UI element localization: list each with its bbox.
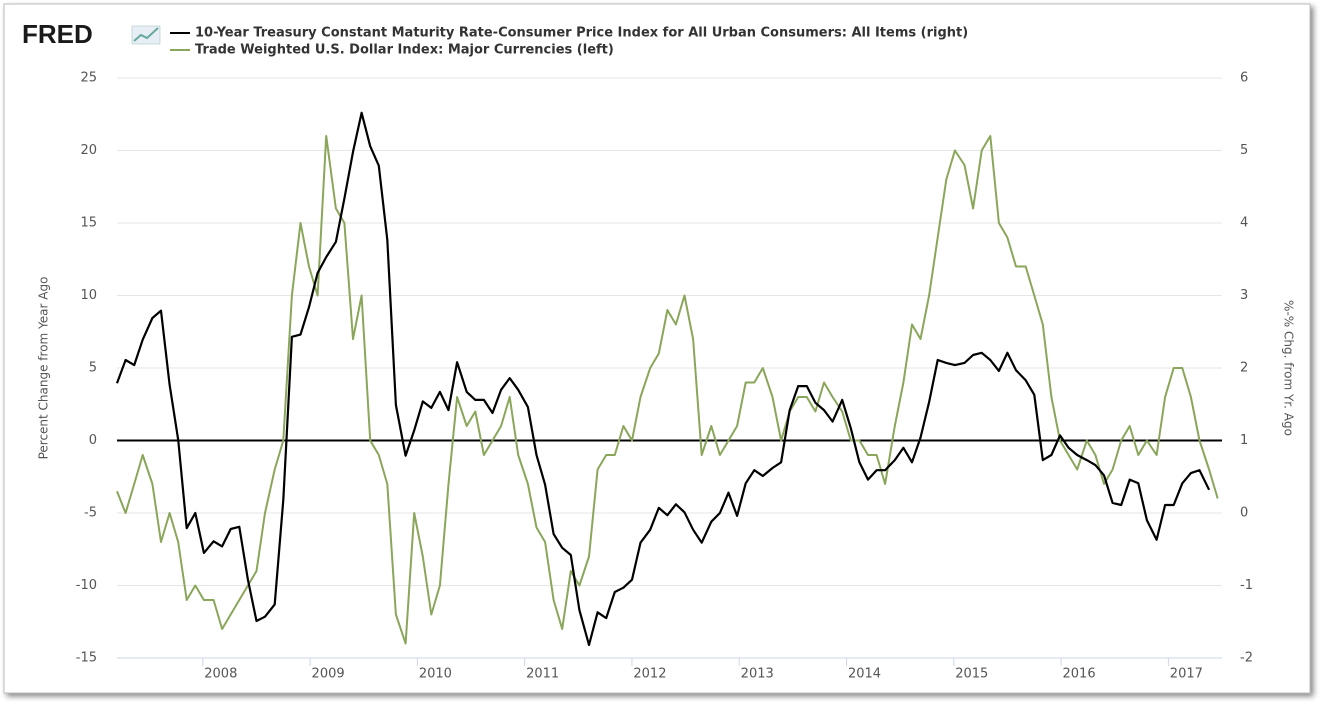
x-tick-label: 2011	[526, 667, 559, 682]
series-line	[115, 111, 1211, 647]
series-line	[116, 135, 1219, 645]
logo: FRED	[22, 19, 93, 49]
y-tick-label: -5	[84, 506, 97, 521]
x-tick-label: 2012	[633, 667, 666, 682]
y-tick-label: 10	[80, 288, 97, 303]
y2-tick-label: 0	[1240, 506, 1248, 521]
y2-axis-label: %-% Chg. from Yr. Ago	[1282, 300, 1296, 436]
x-tick-label: 2008	[204, 667, 237, 682]
y-tick-label: 5	[89, 361, 97, 376]
legend-label: 10-Year Treasury Constant Maturity Rate-…	[195, 26, 968, 41]
y2-tick-label: 2	[1240, 361, 1248, 376]
y-tick-label: -10	[76, 578, 97, 593]
y-tick-label: 15	[80, 216, 97, 231]
y-axis-label: Percent Change from Year Ago	[37, 277, 51, 460]
y-tick-label: 0	[89, 433, 97, 448]
logo-icon	[131, 25, 161, 45]
y-tick-label: 25	[80, 71, 97, 86]
y2-tick-label: 1	[1240, 433, 1248, 448]
x-tick-label: 2016	[1063, 667, 1096, 682]
y2-tick-label: -1	[1240, 578, 1253, 593]
y2-tick-label: 5	[1240, 143, 1248, 158]
x-tick-label: 2010	[419, 667, 452, 682]
legend-label: Trade Weighted U.S. Dollar Index: Major …	[195, 43, 614, 58]
x-tick-label: 2009	[312, 667, 345, 682]
y-tick-label: -15	[76, 651, 97, 666]
y2-tick-label: 6	[1240, 71, 1248, 86]
x-tick-label: 2017	[1170, 667, 1203, 682]
y-tick-label: 20	[80, 143, 97, 158]
x-tick-label: 2015	[955, 667, 988, 682]
y2-tick-label: 4	[1240, 216, 1248, 231]
frame	[3, 3, 1311, 694]
x-tick-label: 2013	[741, 667, 774, 682]
x-tick-label: 2014	[848, 667, 881, 682]
y2-tick-label: 3	[1240, 288, 1248, 303]
y2-tick-label: -2	[1240, 651, 1253, 666]
